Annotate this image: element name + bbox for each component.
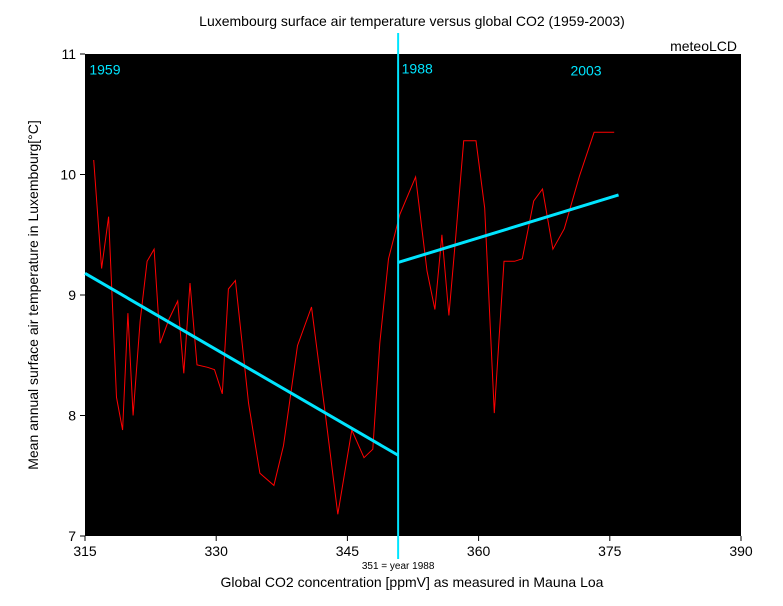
x-axis-label: Global CO2 concentration [ppmV] as measu… bbox=[221, 574, 604, 590]
vertical-line-label: 351 = year 1988 bbox=[362, 561, 435, 572]
x-tick-label: 345 bbox=[336, 543, 360, 559]
data-series bbox=[93, 131, 615, 515]
chart-title: Luxembourg surface air temperature versu… bbox=[199, 13, 625, 29]
trend-lines bbox=[84, 193, 619, 457]
x-tick-label: 360 bbox=[467, 543, 491, 559]
year-annotation: 2003 bbox=[570, 63, 601, 79]
plot-area bbox=[85, 54, 741, 536]
year-annotation: 1959 bbox=[89, 61, 120, 77]
trend-line bbox=[84, 272, 399, 457]
trend-line bbox=[397, 193, 619, 264]
y-axis: 7 8 9 10 11 bbox=[60, 46, 85, 544]
x-tick-label: 390 bbox=[729, 543, 753, 559]
temperature-line bbox=[93, 131, 615, 515]
y-tick-label: 7 bbox=[68, 528, 76, 544]
annotations: 1959 1988 2003 bbox=[89, 60, 601, 78]
y-tick-label: 9 bbox=[68, 287, 76, 303]
x-tick-label: 375 bbox=[598, 543, 622, 559]
x-tick-label: 315 bbox=[73, 543, 97, 559]
year-annotation: 1988 bbox=[402, 60, 433, 76]
y-tick-label: 8 bbox=[68, 408, 76, 424]
y-axis-label: Mean annual surface air temperature in L… bbox=[25, 120, 41, 470]
x-tick-label: 330 bbox=[205, 543, 229, 559]
y-tick-label: 11 bbox=[61, 46, 76, 62]
x-axis: 315 330 345 360 375 390 bbox=[73, 536, 753, 559]
watermark-label: meteoLCD bbox=[670, 38, 737, 54]
breakpoint-marker: 351 = year 1988 bbox=[362, 33, 435, 572]
y-tick-label: 10 bbox=[60, 167, 76, 183]
